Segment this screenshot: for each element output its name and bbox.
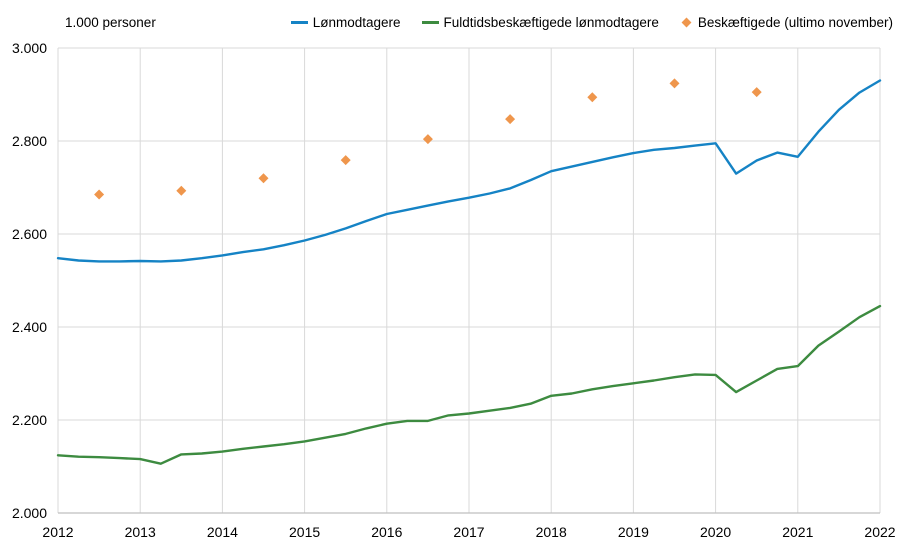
series-diamond-marker xyxy=(669,78,680,89)
x-tick-label: 2018 xyxy=(536,524,567,540)
series-diamond-marker xyxy=(751,87,762,98)
y-tick-label: 2.400 xyxy=(12,319,47,335)
series-diamond-marker xyxy=(176,185,187,196)
legend-label: Lønmodtagere xyxy=(312,14,401,30)
y-tick-label: 2.800 xyxy=(12,133,47,149)
chart-legend: Lønmodtagere Fuldtidsbeskæftigede lønmodt… xyxy=(290,14,893,30)
legend-item-1: Lønmodtagere xyxy=(290,14,401,30)
x-tick-label: 2020 xyxy=(700,524,731,540)
legend-label: Fuldtidsbeskæftigede lønmodtagere xyxy=(443,14,659,30)
chart-header: 1.000 personer Lønmodtagere Fuldtidsbeskæ… xyxy=(0,11,900,33)
x-tick-label: 2022 xyxy=(864,524,895,540)
x-tick-label: 2019 xyxy=(618,524,649,540)
series-diamond-marker xyxy=(340,155,351,166)
series-diamond-marker xyxy=(422,134,433,145)
x-tick-label: 2016 xyxy=(371,524,402,540)
x-tick-label: 2013 xyxy=(125,524,156,540)
series-diamond-marker xyxy=(94,189,105,200)
y-tick-label: 3.000 xyxy=(12,40,47,56)
legend-line-icon xyxy=(421,20,439,24)
legend-label: Beskæftigede (ultimo november) xyxy=(697,14,893,30)
unit-label: 1.000 personer xyxy=(65,14,156,30)
y-tick-label: 2.000 xyxy=(12,505,47,521)
legend-diamond-icon xyxy=(681,17,692,27)
series-line xyxy=(56,304,882,465)
x-tick-label: 2012 xyxy=(42,524,73,540)
series-line xyxy=(56,79,882,263)
y-tick-label: 2.200 xyxy=(12,412,47,428)
series-diamond-marker xyxy=(258,173,269,184)
legend-item-3: Beskæftigede (ultimo november) xyxy=(680,15,893,30)
legend-line-icon xyxy=(290,20,308,24)
legend-item-2: Fuldtidsbeskæftigede lønmodtagere xyxy=(421,14,659,30)
x-tick-label: 2017 xyxy=(453,524,484,540)
y-tick-label: 2.600 xyxy=(12,226,47,242)
series-diamond-marker xyxy=(587,92,598,103)
x-tick-label: 2014 xyxy=(207,524,238,540)
x-tick-label: 2015 xyxy=(289,524,320,540)
series-diamond-marker xyxy=(505,114,516,125)
x-tick-label: 2021 xyxy=(782,524,813,540)
